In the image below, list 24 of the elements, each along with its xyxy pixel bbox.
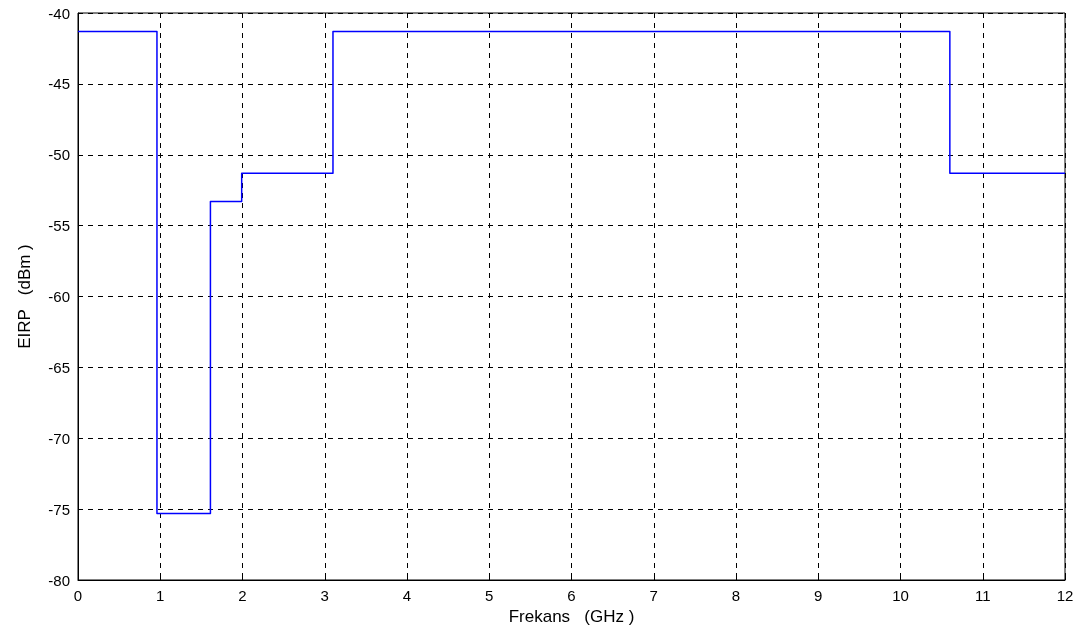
y-tick-label: -60	[48, 288, 70, 305]
x-tick-label: 9	[814, 587, 823, 604]
x-axis-title: Frekans (GHz )	[508, 606, 635, 626]
x-tick-label: 11	[974, 587, 991, 604]
x-tick-label: 5	[485, 587, 494, 604]
y-tick-label: -75	[48, 500, 70, 518]
x-tick-label: 6	[567, 587, 576, 604]
y-tick-label: -55	[48, 217, 70, 235]
x-tick-label: 7	[649, 587, 658, 604]
y-tick-label: -70	[48, 429, 70, 447]
x-tick-label: 3	[320, 587, 329, 604]
x-tick-label: 12	[1056, 587, 1074, 604]
y-axis-title: EIRP (dBm )	[15, 244, 34, 349]
y-tick-label: -50	[48, 146, 70, 164]
x-tick-label: 8	[731, 587, 741, 604]
x-tick-label: 4	[402, 587, 412, 604]
x-tick-label: 0	[73, 587, 83, 604]
y-tick-label: -65	[48, 358, 70, 376]
y-tick-label: -40	[48, 4, 70, 22]
x-tick-label: 1	[156, 587, 165, 604]
x-tick-label: 2	[238, 587, 247, 604]
y-tick-label: -45	[48, 75, 70, 93]
x-tick-label: 10	[892, 587, 909, 604]
y-tick-label: -80	[48, 571, 70, 589]
